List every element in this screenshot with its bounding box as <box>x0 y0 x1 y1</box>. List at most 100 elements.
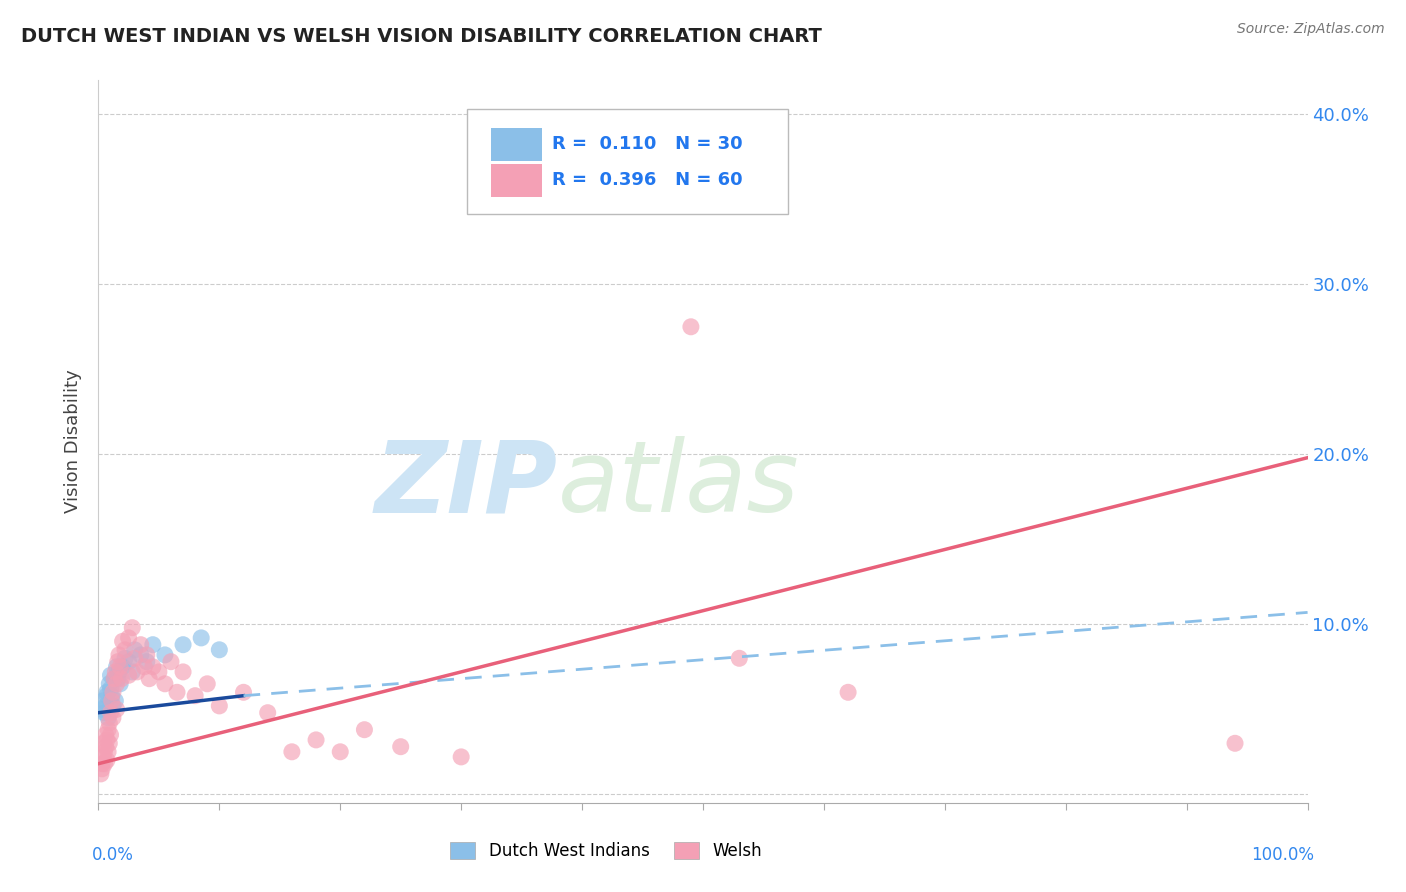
Point <box>190 631 212 645</box>
Point <box>153 648 176 662</box>
Point <box>96 685 118 699</box>
Point <box>837 685 859 699</box>
Point <box>142 660 165 674</box>
Point <box>728 651 751 665</box>
Point <box>114 651 136 665</box>
Point <box>97 711 120 725</box>
Point <box>450 750 472 764</box>
Point <box>104 665 127 679</box>
Text: DUTCH WEST INDIAN VS WELSH VISION DISABILITY CORRELATION CHART: DUTCH WEST INDIAN VS WELSH VISION DISABI… <box>21 27 823 45</box>
Point <box>121 621 143 635</box>
Point <box>108 648 131 662</box>
Point <box>232 685 254 699</box>
Point <box>114 642 136 657</box>
Point <box>103 672 125 686</box>
Point <box>172 665 194 679</box>
Point <box>118 655 141 669</box>
FancyBboxPatch shape <box>467 109 787 214</box>
Point <box>110 672 132 686</box>
Point <box>96 753 118 767</box>
Point <box>91 750 114 764</box>
Text: 0.0%: 0.0% <box>93 847 134 864</box>
Point <box>118 631 141 645</box>
Point <box>98 715 121 730</box>
Point <box>135 648 157 662</box>
Point <box>129 648 152 662</box>
Text: R =  0.110   N = 30: R = 0.110 N = 30 <box>551 135 742 153</box>
Point <box>353 723 375 737</box>
Point <box>94 739 117 754</box>
Point <box>91 736 114 750</box>
Text: 100.0%: 100.0% <box>1250 847 1313 864</box>
Point <box>160 655 183 669</box>
Point <box>104 694 127 708</box>
Point <box>166 685 188 699</box>
Point <box>90 767 112 781</box>
Point <box>91 762 114 776</box>
Point <box>134 660 156 674</box>
Point <box>195 677 218 691</box>
Point <box>108 660 131 674</box>
Point <box>91 694 114 708</box>
Text: atlas: atlas <box>558 436 800 533</box>
Point <box>108 665 131 679</box>
Point <box>389 739 412 754</box>
Point <box>129 638 152 652</box>
Point <box>127 665 149 679</box>
Legend: Dutch West Indians, Welsh: Dutch West Indians, Welsh <box>443 835 769 867</box>
Point <box>98 736 121 750</box>
Point <box>100 681 122 696</box>
Text: R =  0.396   N = 60: R = 0.396 N = 60 <box>551 171 742 189</box>
Point <box>97 745 120 759</box>
Point <box>100 728 122 742</box>
Point <box>184 689 207 703</box>
FancyBboxPatch shape <box>492 164 543 197</box>
Point <box>93 745 115 759</box>
Point <box>679 319 702 334</box>
Point <box>96 732 118 747</box>
Text: ZIP: ZIP <box>375 436 558 533</box>
Point <box>329 745 352 759</box>
Point <box>101 685 124 699</box>
Point <box>281 745 304 759</box>
Point <box>107 655 129 669</box>
Point <box>1223 736 1246 750</box>
Point <box>98 677 121 691</box>
Point <box>91 756 114 771</box>
Point <box>100 706 122 720</box>
Point <box>135 655 157 669</box>
Point <box>256 706 278 720</box>
Point <box>101 711 124 725</box>
Point <box>111 660 134 674</box>
Point <box>100 694 122 708</box>
Point <box>121 665 143 679</box>
Point <box>111 634 134 648</box>
Point <box>94 698 117 713</box>
Point <box>100 668 122 682</box>
Point <box>105 702 128 716</box>
Point <box>305 732 328 747</box>
Point <box>208 642 231 657</box>
Point <box>103 672 125 686</box>
Point <box>96 689 118 703</box>
Point <box>105 677 128 691</box>
FancyBboxPatch shape <box>492 128 543 161</box>
Point <box>105 660 128 674</box>
Point <box>91 702 114 716</box>
Text: Source: ZipAtlas.com: Source: ZipAtlas.com <box>1237 22 1385 37</box>
Point <box>94 728 117 742</box>
Point <box>142 638 165 652</box>
Point <box>148 665 170 679</box>
Point <box>172 638 194 652</box>
Point <box>124 651 146 665</box>
Point <box>100 689 122 703</box>
Point <box>124 642 146 657</box>
Point <box>153 677 176 691</box>
Point <box>107 672 129 686</box>
Point <box>97 723 120 737</box>
Point <box>208 698 231 713</box>
Point <box>108 677 131 691</box>
Point <box>93 706 115 720</box>
Y-axis label: Vision Disability: Vision Disability <box>65 369 83 514</box>
Point <box>101 698 124 713</box>
